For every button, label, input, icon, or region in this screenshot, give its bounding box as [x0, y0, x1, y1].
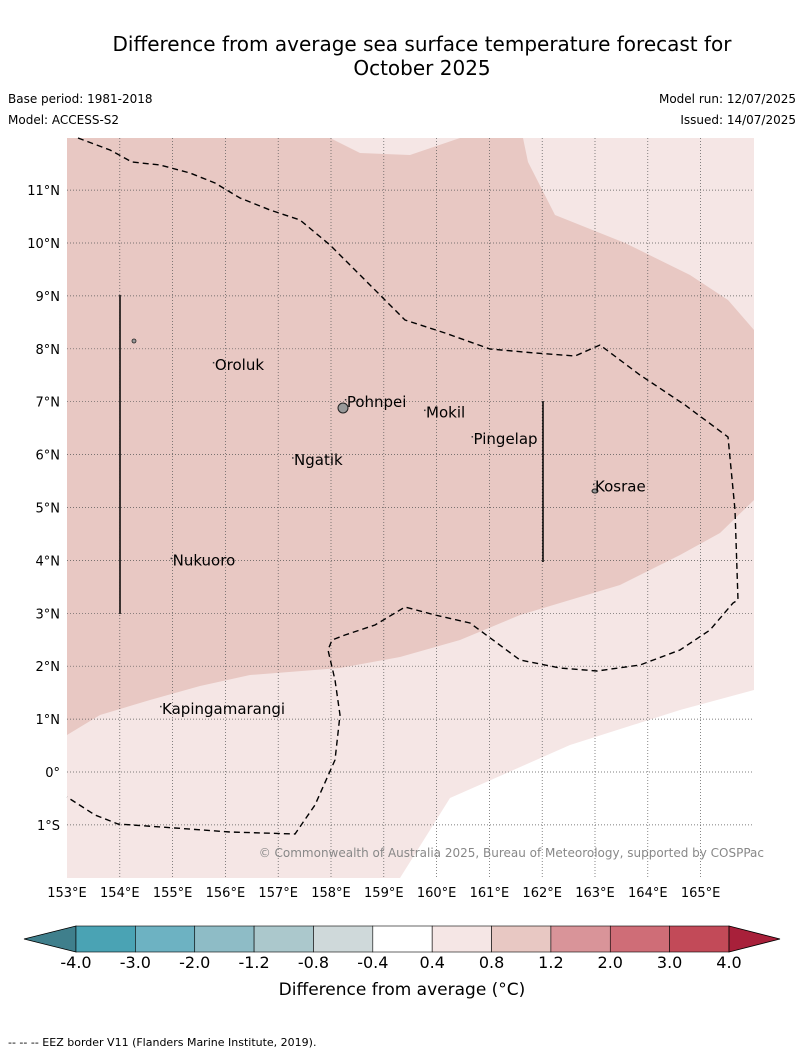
colorbar-tick-label: -4.0: [60, 953, 91, 972]
colorbar-segment: [253, 925, 314, 953]
longitude-label: 164°E: [628, 886, 668, 901]
latitude-label: 1°N: [36, 713, 61, 728]
longitude-label: 162°E: [522, 886, 562, 901]
colorbar-tick-label: -0.8: [298, 953, 329, 972]
place-marker: [593, 483, 595, 486]
latitude-labels: 11°N 10°N 9°N 8°N 7°N 6°N 5°N 4°N 3°N 2°N 1°N 0° 1°S: [27, 184, 60, 834]
place-label: Mokil: [426, 404, 465, 422]
colorbar-tick-label: -3.0: [120, 953, 151, 972]
latitude-label: 0°: [45, 766, 60, 781]
place-marker: [160, 705, 162, 708]
place-marker: [424, 409, 426, 412]
colorbar-tick-label: 4.0: [716, 953, 741, 972]
latitude-label: 6°N: [36, 449, 61, 464]
latitude-label: 5°N: [36, 502, 61, 517]
anomaly-band-0.8-1.2: [67, 138, 754, 735]
model-run: Model run: 12/07/2025: [658, 92, 796, 106]
latitude-label: 10°N: [27, 237, 60, 252]
colorbar-tick-label: 0.4: [419, 953, 444, 972]
colorbar: -4.0 -3.0 -2.0 -1.2 -0.8 -0.4 0.4 0.8 1.2 2.0 3.0 4…: [23, 925, 781, 972]
colorbar-tick-label: 3.0: [657, 953, 682, 972]
colorbar-tick-label: -2.0: [179, 953, 210, 972]
gridlines: [67, 138, 754, 878]
place-marker: [212, 361, 215, 364]
latitude-label: 2°N: [36, 660, 61, 675]
latitude-label: 4°N: [36, 554, 61, 569]
place-label: Kapingamarangi: [162, 700, 285, 718]
colorbar-tick-label: 2.0: [598, 953, 623, 972]
colorbar-segment: [313, 925, 374, 953]
place-labels: Oroluk Pohnpei Mokil Pingelap Ngatik Kosrae Nu…: [160, 356, 646, 718]
latitude-label: 11°N: [27, 184, 60, 199]
colorbar-high-extend: [728, 925, 781, 953]
title-line-1: Difference from average sea surface temp…: [112, 32, 732, 56]
title-line-2: October 2025: [353, 56, 491, 80]
colorbar-label: Difference from average (°C): [278, 980, 526, 1000]
colorbar-segment: [609, 925, 670, 953]
colorbar-segment: [491, 925, 552, 953]
base-period: Base period: 1981-2018: [8, 92, 153, 106]
eez-border: [66, 137, 739, 835]
colorbar-tick-label: 1.2: [538, 953, 563, 972]
colorbar-segment: [135, 925, 196, 953]
place-marker: [170, 557, 173, 560]
model-name: Model: ACCESS-S2: [8, 113, 120, 127]
longitude-label: 155°E: [153, 886, 193, 901]
colorbar-tick-label: -1.2: [238, 953, 269, 972]
page-title: Difference from average sea surface temp…: [40, 32, 804, 80]
longitude-label: 165°E: [681, 886, 721, 901]
place-label: Kosrae: [595, 478, 646, 496]
atoll-west: [131, 338, 137, 344]
place-label: Pingelap: [474, 430, 538, 448]
longitude-label: 156°E: [206, 886, 246, 901]
place-marker: [344, 398, 347, 401]
colorbar-low-extend: [23, 925, 77, 953]
colorbar-tick-label: -0.4: [357, 953, 388, 972]
latitude-label: 8°N: [36, 343, 61, 358]
longitude-label: 163°E: [575, 886, 615, 901]
latitude-label: 9°N: [36, 290, 61, 305]
latitude-label: 1°S: [37, 819, 60, 834]
place-label: Nukuoro: [173, 552, 236, 570]
colorbar-segment: [431, 925, 492, 953]
colorbar-segment: [550, 925, 611, 953]
place-marker: [292, 457, 294, 459]
kosrae-island: [591, 488, 599, 494]
place-label: Ngatik: [294, 451, 343, 469]
longitude-label: 158°E: [311, 886, 351, 901]
longitude-label: 160°E: [417, 886, 457, 901]
latitude-label: 3°N: [36, 607, 61, 622]
colorbar-segment: [194, 925, 255, 953]
place-marker: [471, 436, 474, 438]
place-label: Pohnpei: [347, 393, 407, 411]
footnote: -- -- -- EEZ border V11 (Flanders Marine…: [8, 1036, 317, 1049]
anomaly-band-neutral: [400, 690, 754, 878]
issued-date: Issued: 14/07/2025: [680, 113, 796, 127]
longitude-label: 159°E: [364, 886, 404, 901]
colorbar-segment: [669, 925, 730, 953]
latitude-label: 7°N: [36, 396, 61, 411]
copyright-notice: © Commonwealth of Australia 2025, Bureau…: [259, 846, 764, 860]
colorbar-tick-label: 0.8: [479, 953, 504, 972]
longitude-label: 154°E: [100, 886, 140, 901]
colorbar-segment: [372, 925, 433, 953]
longitude-label: 153°E: [47, 886, 87, 901]
longitude-label: 157°E: [258, 886, 298, 901]
pohnpei-island: [337, 402, 349, 414]
longitude-labels: 153°E 154°E 155°E 156°E 157°E 158°E 159°E 160°E…: [47, 886, 720, 901]
longitude-label: 161°E: [470, 886, 510, 901]
place-label: Oroluk: [215, 356, 264, 374]
colorbar-segment: [75, 925, 136, 953]
